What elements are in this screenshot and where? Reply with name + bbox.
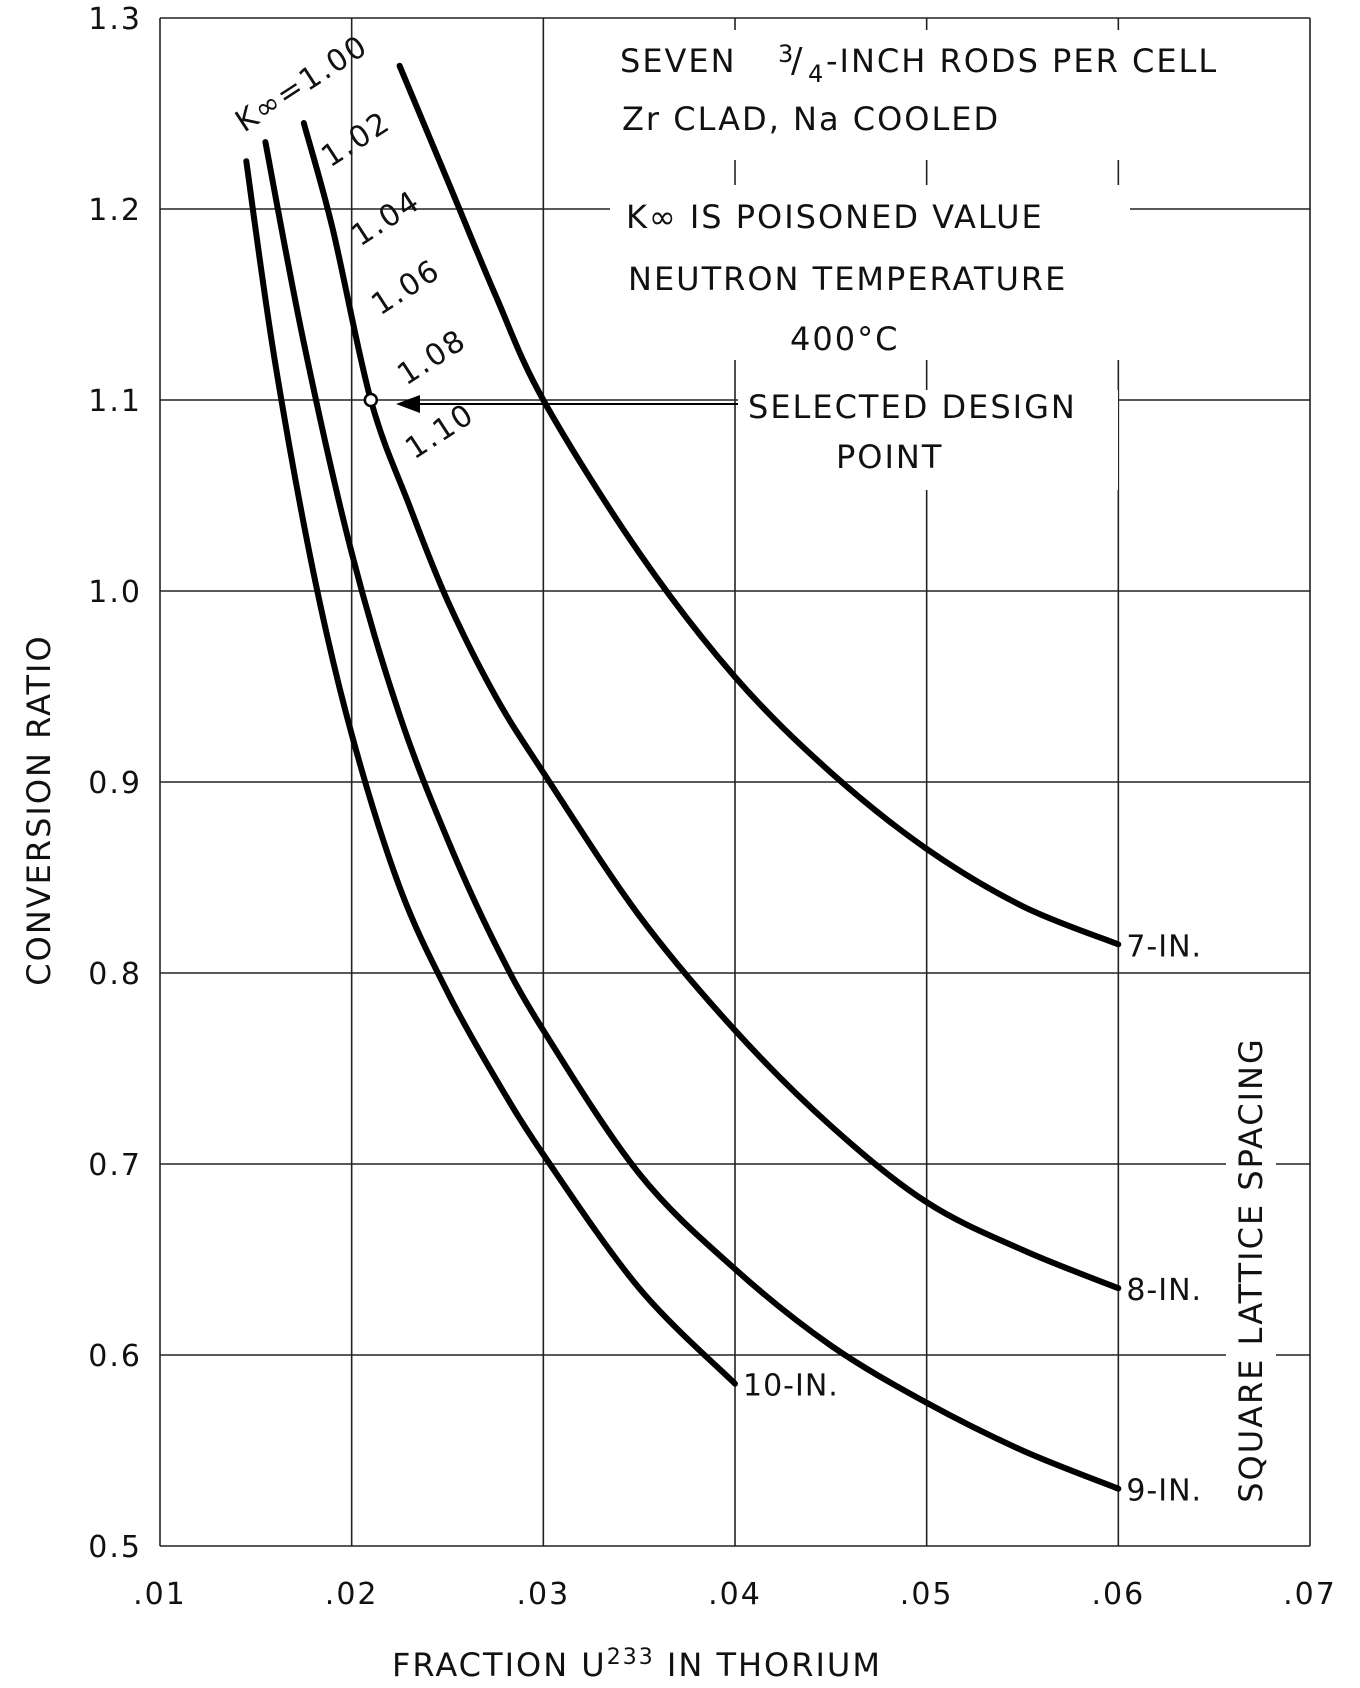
series-label: 10-IN. <box>743 1369 839 1404</box>
y-tick-label: 0.6 <box>88 1339 142 1374</box>
info-line-4: NEUTRON TEMPERATURE <box>628 260 1067 298</box>
fraction-denominator: 4 <box>808 60 825 88</box>
x-axis-label-superscript: 233 <box>607 1645 655 1670</box>
info-box-bg <box>610 30 1300 160</box>
curve-7-in <box>396 62 1122 948</box>
x-tick-label: .03 <box>516 1577 570 1612</box>
x-tick-label: .06 <box>1091 1577 1145 1612</box>
design-point-arrowhead <box>396 395 420 413</box>
design-point-bg <box>738 390 1118 490</box>
y-tick-label: 0.9 <box>88 766 142 801</box>
info-line-1b: -INCH RODS PER CELL <box>826 42 1218 80</box>
design-point-marker <box>363 392 379 408</box>
info-line-3: K∞ IS POISONED VALUE <box>626 198 1044 236</box>
x-axis-label-main: FRACTION U <box>392 1646 607 1684</box>
y-tick-label: 0.5 <box>88 1530 142 1565</box>
k-inf-labels: K∞=1.00 1.02 1.04 1.06 1.08 1.10 <box>229 28 481 466</box>
y-tick-label: 1.2 <box>88 193 142 228</box>
series-label: 7-IN. <box>1126 929 1202 964</box>
series-label: 9-IN. <box>1126 1474 1202 1509</box>
k-inf-label-1.08: 1.08 <box>391 323 473 393</box>
x-axis-label-suffix: IN THORIUM <box>655 1646 882 1684</box>
info-line-2: Zr CLAD, Na COOLED <box>622 100 1000 138</box>
series-label: 8-IN. <box>1126 1273 1202 1308</box>
y-tick-label: 1.1 <box>88 384 142 419</box>
x-tick-label: .02 <box>325 1577 379 1612</box>
fraction-slash: / <box>791 41 804 81</box>
design-point-label-1: SELECTED DESIGN <box>748 388 1077 426</box>
x-tick-label: .04 <box>708 1577 762 1612</box>
x-tick-label: .05 <box>900 1577 954 1612</box>
y-tick-label: 0.7 <box>88 1148 142 1183</box>
curve-10-in <box>243 158 738 1387</box>
x-axis-label: FRACTION U233 IN THORIUM <box>392 1645 882 1684</box>
x-tick-label: .07 <box>1283 1577 1337 1612</box>
tick-labels: .01 .02 .03 .04 .05 .06 .07 0.5 0.6 0.7 0.8 0.9 1.0 1… <box>88 2 1337 1612</box>
k-inf-label-1.06: 1.06 <box>365 253 447 323</box>
design-point-annotation: SELECTED DESIGN POINT <box>363 388 1118 490</box>
info-box2-bg <box>610 185 1130 360</box>
side-label-bg <box>1226 985 1276 1545</box>
side-label: SQUARE LATTICE SPACING <box>1232 1037 1270 1503</box>
y-tick-label: 0.8 <box>88 957 142 992</box>
k-inf-label-1.02: 1.02 <box>315 105 397 175</box>
fraction-numerator: 3 <box>778 40 795 68</box>
design-point-label-2: POINT <box>836 438 943 476</box>
k-inf-label-1.04: 1.04 <box>345 184 427 254</box>
y-axis-label: CONVERSION RATIO <box>20 634 58 985</box>
y-tick-label: 1.3 <box>88 2 142 37</box>
curve-9-in <box>262 139 1122 1492</box>
y-tick-label: 1.0 <box>88 575 142 610</box>
info-line-1a: SEVEN <box>620 42 737 80</box>
info-line-5: 400°C <box>790 320 899 358</box>
info-box: SEVEN 3 / 4 -INCH RODS PER CELL Zr CLAD,… <box>610 30 1300 360</box>
x-tick-label: .01 <box>133 1577 187 1612</box>
series-labels: 7-IN. 8-IN. 9-IN. 10-IN. <box>743 929 1202 1509</box>
